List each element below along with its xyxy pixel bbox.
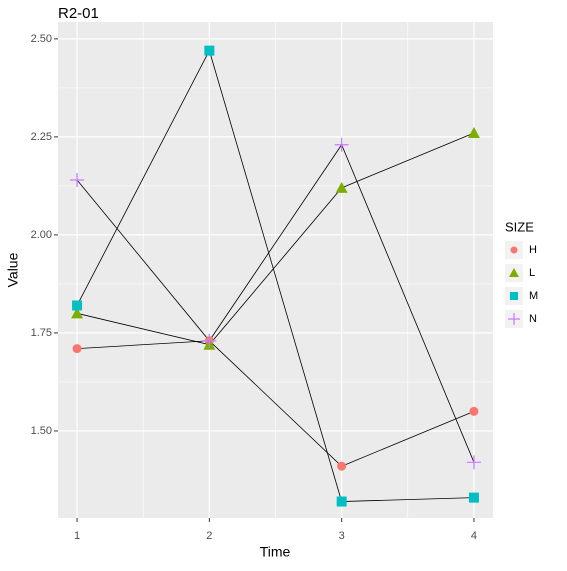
x-tick-label: 3 — [339, 530, 345, 542]
marker — [336, 496, 347, 507]
y-tick-label: 2.25 — [31, 131, 52, 143]
marker — [335, 181, 348, 193]
legend-label: L — [529, 267, 535, 279]
marker — [72, 300, 83, 311]
legend-marker — [510, 246, 518, 254]
x-tick-label: 4 — [471, 530, 477, 542]
x-axis-label: Time — [260, 544, 291, 560]
marker — [467, 126, 480, 138]
legend-marker — [509, 268, 519, 277]
legend-title: SIZE — [505, 219, 534, 234]
marker — [70, 173, 85, 188]
x-tick-label: 1 — [74, 530, 80, 542]
marker — [466, 455, 481, 470]
marker — [468, 492, 479, 503]
legend-label: M — [529, 290, 538, 302]
y-axis-label: Value — [5, 252, 21, 287]
legend-marker — [508, 313, 520, 325]
legend-label: H — [529, 244, 537, 256]
y-tick-label: 2.00 — [31, 229, 52, 241]
marker — [469, 406, 479, 416]
y-tick-label: 1.75 — [31, 327, 52, 339]
marker — [72, 344, 82, 354]
marker — [334, 137, 349, 152]
y-tick-label: 2.50 — [31, 33, 52, 45]
series-line — [76, 132, 475, 346]
legend-marker — [510, 292, 518, 300]
x-tick-label: 2 — [206, 530, 212, 542]
marker — [337, 461, 347, 471]
marker — [71, 307, 84, 319]
y-tick-label: 1.50 — [31, 425, 52, 437]
series-line — [76, 49, 474, 502]
series-line — [76, 143, 475, 463]
marker — [202, 333, 217, 348]
series-line — [77, 340, 475, 467]
chart-title: R2-01 — [58, 5, 99, 22]
marker — [204, 45, 215, 56]
legend-label: N — [529, 313, 537, 325]
